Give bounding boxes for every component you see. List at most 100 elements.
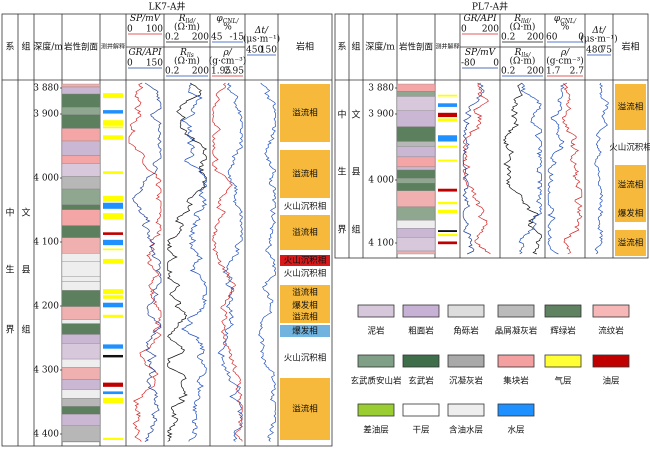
scale-min: 0 <box>461 25 467 35</box>
interpretation-bar <box>438 135 457 142</box>
facies-box <box>280 285 330 300</box>
formation-char: 组 <box>21 324 30 336</box>
facies-box <box>615 84 646 130</box>
facies-box <box>280 378 330 440</box>
depth-label: 3 900 <box>368 110 394 120</box>
interpretation-bar <box>103 437 123 440</box>
legend-swatch <box>592 304 630 318</box>
scale-min: 0.2 <box>165 33 179 43</box>
scale-min: 450 <box>246 46 263 56</box>
lithology-layer <box>61 93 101 108</box>
lithology-layer <box>396 126 436 142</box>
facies-box <box>615 230 646 256</box>
curve-subscript: lld/ <box>521 18 532 25</box>
system-char: 生 <box>5 264 14 276</box>
depth-label: 4 300 <box>33 366 59 376</box>
system-char: 生 <box>337 166 346 178</box>
legend-swatch <box>402 304 440 318</box>
lithology-layer <box>61 107 101 116</box>
curve-unit: % <box>223 23 232 33</box>
curve-name: ρ/ <box>222 48 232 58</box>
interpretation-bar <box>103 302 123 308</box>
interpretation-bar <box>103 314 123 318</box>
legend-swatch <box>447 403 485 417</box>
curve-unit: (Ω·m) <box>174 22 200 33</box>
lithology-layer <box>61 114 101 129</box>
facies-label: 爆发相 <box>292 300 318 311</box>
depth-label: 3 900 <box>33 110 59 120</box>
legend-label: 玄武质安山岩 <box>350 376 402 387</box>
lithology-layer <box>61 290 101 307</box>
facies-label: 溢流相 <box>292 227 318 238</box>
lithology-layer <box>61 155 101 164</box>
lithology-layer <box>61 389 101 399</box>
legend-label: 玄武岩 <box>408 376 434 387</box>
lithology-layer <box>396 83 436 92</box>
scale-max: -15 <box>230 33 245 43</box>
legend-swatch <box>447 304 485 318</box>
lithology-layer <box>61 209 101 226</box>
system-char: 中 <box>5 207 14 219</box>
scale-min: 60 <box>546 33 558 43</box>
formation-char: 组 <box>351 224 360 236</box>
interpretation-bar <box>438 230 457 233</box>
lithology-layer <box>61 140 101 156</box>
facies-box <box>280 325 330 337</box>
scale-max: 150 <box>260 46 277 56</box>
lithology-layer <box>61 343 101 360</box>
lithology-layer <box>396 146 436 158</box>
interpretation-bar <box>103 354 123 358</box>
curve-unit: (Ω·m) <box>510 56 536 67</box>
scale-min: 0.2 <box>165 67 179 77</box>
lithology-layer <box>396 156 436 168</box>
curve-unit: (μs·m⁻¹) <box>243 34 280 45</box>
interpretation-bar <box>103 344 123 349</box>
curve-symbol: Δt/ <box>591 26 606 36</box>
facies-label: 火山沉积相 <box>284 353 327 364</box>
scale-min: 0 <box>127 25 133 35</box>
lithology-layer <box>61 334 101 344</box>
interpretation-bar <box>438 188 457 192</box>
curve-unit: (Ω·m) <box>510 22 536 33</box>
facies-label: 溢流相 <box>292 404 318 415</box>
legend-label: 角砾岩 <box>453 326 479 337</box>
lithology-layer <box>396 183 436 191</box>
depth-label: 4 000 <box>33 174 59 184</box>
interpretation-bar <box>103 171 123 175</box>
curve-symbol: R <box>179 48 187 58</box>
interpretation-bar <box>103 391 123 395</box>
curve-unit: (g·cm⁻³) <box>209 56 247 67</box>
lithology-layer <box>61 176 101 190</box>
curve-unit: (μs·m⁻¹) <box>580 34 617 45</box>
curve-name: Rlls/ <box>514 48 532 60</box>
interpretation-bar <box>103 120 123 126</box>
interpretation-bar <box>438 241 457 245</box>
facies-box <box>615 205 646 222</box>
legend-swatch <box>357 354 395 368</box>
scale-min: 1.95 <box>211 67 231 77</box>
curve-symbol: GR/API <box>128 48 162 58</box>
facies-box <box>280 266 330 281</box>
scale-max: 200 <box>527 33 544 43</box>
log-curve <box>547 82 568 255</box>
header: 组 <box>351 41 360 53</box>
facies-label: 火山沉积相 <box>284 201 327 212</box>
curve-symbol: SP/mV <box>130 14 162 24</box>
scale-max: 0 <box>578 33 584 43</box>
legend-swatch <box>357 304 395 318</box>
lithology-layer <box>61 425 101 442</box>
scale-max: 200 <box>527 67 544 77</box>
lithology-layer <box>61 86 101 95</box>
scale-max: 200 <box>482 25 499 35</box>
facies-label: 火山沉积相 <box>284 268 327 279</box>
header: 岩性剖面 <box>64 42 99 53</box>
interpretation-bar <box>438 201 457 205</box>
curve-subscript: CNL/ <box>560 18 577 25</box>
log-curve <box>502 82 542 255</box>
lithology-layer <box>61 204 101 210</box>
interpretation-bar <box>103 232 123 235</box>
interpretation-bar <box>438 145 457 148</box>
facies-label: 溢流相 <box>618 102 644 113</box>
interpretation-bar <box>103 195 123 202</box>
formation-char: 县 <box>351 167 360 178</box>
